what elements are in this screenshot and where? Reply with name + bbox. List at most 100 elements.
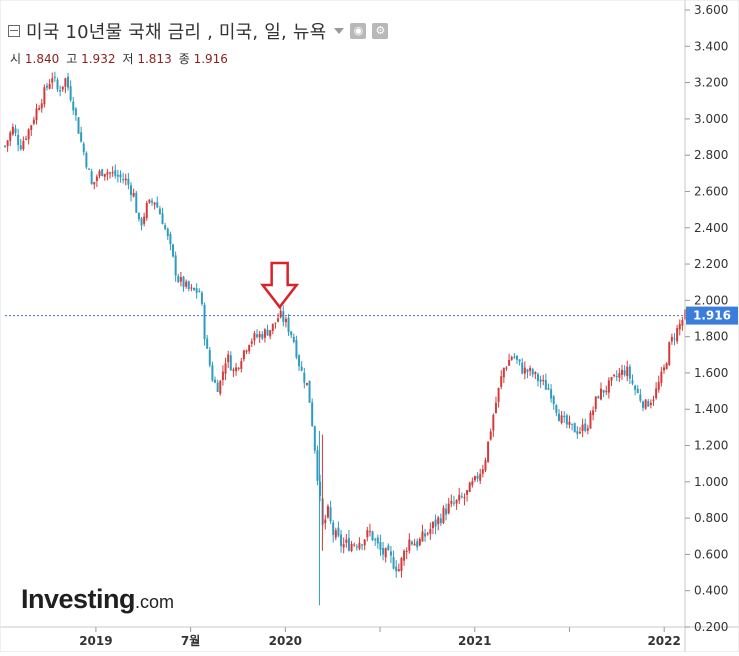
candle-body [410,541,413,545]
candle-body [69,86,72,101]
candle-body [253,333,256,341]
candle-body [90,171,93,185]
candle-body [135,192,138,213]
candle-body [665,363,668,370]
ohlc-high: 고 1.932 [66,52,116,66]
candle-body [172,244,175,257]
candle-body [282,311,285,322]
candle-body [182,276,185,288]
candle-body [487,441,490,462]
candle-body [242,350,245,360]
candle-body [450,500,453,504]
candle-body [447,503,450,514]
candle-body [571,423,574,425]
candle-body [67,76,70,88]
candle-body [542,380,545,382]
eye-icon[interactable]: ◉ [350,23,367,39]
candle-body [56,79,59,90]
candle-body [445,508,448,515]
candle-body [576,431,579,435]
candle-body [169,234,172,245]
y-tick-label: 1.600 [694,366,728,380]
candle-body [424,533,427,537]
y-tick-label: 1.400 [694,402,728,416]
candle-body [350,543,353,551]
candle-body [6,140,9,147]
candle-body [668,342,671,365]
candle-body [550,389,553,399]
y-tick-label: 2.600 [694,184,728,198]
candle-body [232,369,235,371]
candle-body [431,521,434,529]
candle-body [132,192,135,197]
investing-logo[interactable]: Investing .com [21,584,174,615]
candle-body [581,424,584,431]
x-tick-label: 2020 [269,634,302,648]
candle-body [471,481,474,486]
candle-body [290,331,293,336]
candle-body [221,371,224,380]
candle-body [389,551,392,556]
chart-header: 미국 10년물 국채 금리 , 미국, 일, 뉴욕 ◉ ⚙ 시 1.840 고 … [8,18,389,67]
candle-body [557,413,560,422]
candle-body [631,380,634,384]
candle-body [14,128,17,133]
candle-body [111,172,114,174]
candle-body [4,145,6,147]
candle-body [61,86,64,90]
candle-body [174,255,177,276]
candle-body [521,362,524,374]
candle-body [127,178,130,185]
candle-body [116,174,119,177]
candle-body [95,176,98,181]
candle-body [421,531,424,542]
candle-body [88,168,91,170]
candle-body [649,402,652,406]
candle-body [565,415,568,425]
candle-body [463,497,466,499]
candle-body [185,281,188,287]
candle-body [203,304,206,340]
current-price-badge [686,306,738,325]
candle-body [250,341,253,344]
chevron-down-icon[interactable] [334,28,345,34]
candle-body [158,208,161,215]
candle-body [416,541,419,548]
candle-body [308,380,311,403]
candle-body [660,371,663,383]
candle-body [206,338,209,349]
candle-body [214,379,217,383]
candle-body [46,85,49,88]
candle-body [298,355,301,367]
candle-body [636,388,639,394]
candle-body [437,517,440,525]
candle-body [25,138,28,140]
candle-body [366,530,369,538]
candle-body [418,539,421,546]
candle-body [59,89,62,92]
candle-body [479,473,482,481]
y-tick-label: 2.200 [694,257,728,271]
candle-body [358,542,361,549]
collapse-icon[interactable] [8,25,20,37]
candle-body [211,365,214,381]
candle-body [156,202,159,208]
candle-body [387,545,390,551]
candle-body [43,87,46,105]
candle-body [292,336,295,342]
candle-body [510,357,513,360]
candle-body [164,225,167,229]
candle-body [662,367,665,371]
candle-body [334,530,337,538]
y-tick-label: 3.400 [694,39,728,53]
candle-body [376,537,379,544]
candle-body [19,145,22,150]
candle-body [434,519,437,527]
gear-icon[interactable]: ⚙ [372,23,389,39]
candle-body [670,336,673,342]
candle-body [523,367,526,374]
candle-body [153,202,156,205]
candle-body [552,396,555,404]
